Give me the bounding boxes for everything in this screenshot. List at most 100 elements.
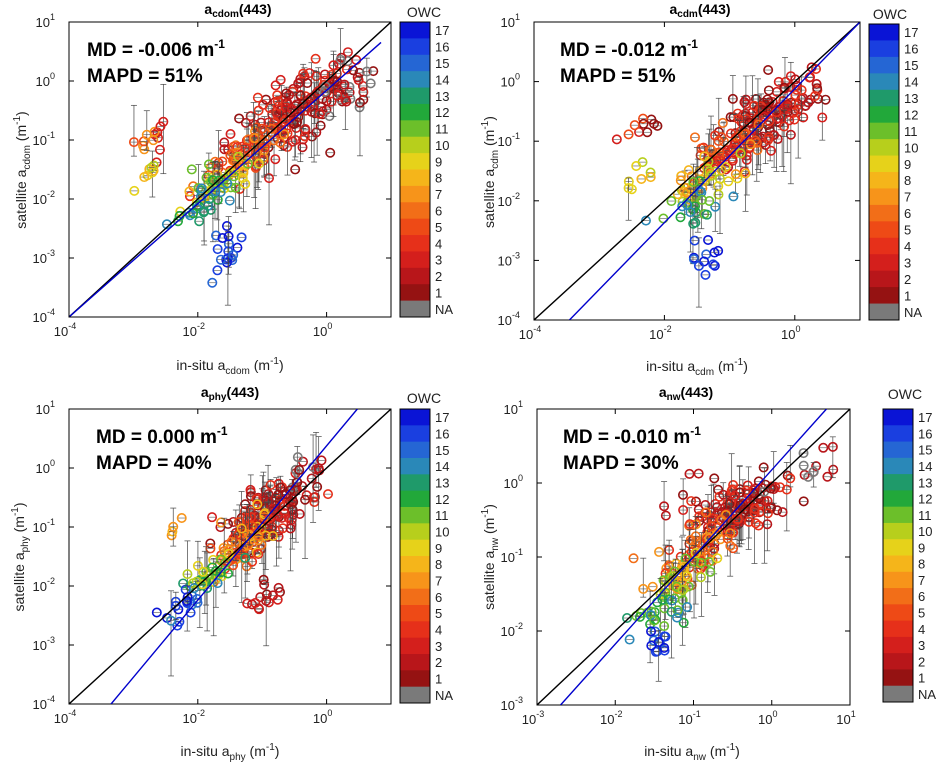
colorbar-swatch xyxy=(883,685,913,703)
scatter-point xyxy=(240,117,251,128)
colorbar-label: 7 xyxy=(904,190,911,205)
scatter-point xyxy=(293,78,304,89)
colorbar-swatch xyxy=(400,103,430,121)
scatter-point xyxy=(147,167,158,178)
scatter-point xyxy=(300,123,311,134)
colorbar-swatch xyxy=(883,653,913,670)
scatter-point xyxy=(744,117,755,128)
scatter-point xyxy=(762,508,773,519)
scatter-point xyxy=(256,123,267,134)
colorbar-label: 4 xyxy=(435,236,442,251)
colorbar-swatch xyxy=(400,441,430,459)
scatter-point xyxy=(128,137,139,148)
colorbar-label: 9 xyxy=(435,154,442,169)
scatter-point xyxy=(677,595,688,606)
scatter-point xyxy=(820,94,831,105)
colorbar-swatch xyxy=(869,188,899,206)
scatter-point xyxy=(326,69,337,80)
scatter-point xyxy=(706,170,717,181)
scatter-point xyxy=(808,466,819,477)
scatter-point xyxy=(716,165,727,176)
y-tick-label: 10-2 xyxy=(498,191,520,209)
scatter-point xyxy=(725,528,736,539)
scatter-point xyxy=(217,233,228,244)
scatter-point xyxy=(715,534,726,545)
colorbar-swatch xyxy=(883,620,913,638)
colorbar-swatch xyxy=(869,89,899,107)
scatter-point xyxy=(166,615,177,626)
scatter-point xyxy=(809,91,820,102)
scatter-point xyxy=(675,175,686,186)
colorbar-swatch xyxy=(400,458,430,475)
scatter-point xyxy=(192,597,203,608)
scatter-point xyxy=(305,93,316,104)
scatter-point xyxy=(696,194,707,205)
colorbar-swatch xyxy=(400,637,430,655)
scatter-point xyxy=(629,120,640,131)
colorbar-swatch xyxy=(883,604,913,622)
mapd-stat: MAPD = 51% xyxy=(87,66,203,87)
x-tick-label: 100 xyxy=(313,708,332,726)
scatter-point xyxy=(290,164,301,175)
scatter-point xyxy=(311,127,322,138)
scatter-point xyxy=(706,144,717,155)
scatter-point xyxy=(139,172,150,183)
colorbar-label: 11 xyxy=(904,124,918,139)
y-tick-label: 10-2 xyxy=(33,189,55,207)
x-tick-label: 10-2 xyxy=(183,708,205,726)
colorbar-label: 2 xyxy=(904,272,911,287)
scatter-point xyxy=(261,595,272,606)
md-stat: MD = 0.000 m-1 xyxy=(96,424,228,448)
scatter-point xyxy=(341,96,352,107)
scatter-point xyxy=(676,185,687,196)
scatter-point xyxy=(292,452,303,463)
scatter-point xyxy=(178,578,189,589)
scatter-point xyxy=(666,606,677,617)
colorbar-swatch xyxy=(883,571,913,589)
scatter-point xyxy=(242,513,253,524)
scatter-point xyxy=(688,176,699,187)
x-tick-label: 10-4 xyxy=(54,321,76,339)
colorbar-label: NA xyxy=(918,687,936,702)
colorbar-label: 16 xyxy=(904,42,918,57)
x-tick-label: 10-4 xyxy=(54,708,76,726)
scatter-point xyxy=(782,99,793,110)
colorbar-swatch xyxy=(400,136,430,154)
scatter-point xyxy=(253,105,264,116)
x-tick-label: 10-1 xyxy=(678,709,700,727)
scatter-point xyxy=(326,79,337,90)
scatter-point xyxy=(713,484,724,495)
scatter-point xyxy=(129,185,140,196)
scatter-point xyxy=(207,512,218,523)
scatter-point xyxy=(335,54,346,65)
scatter-point xyxy=(677,585,688,596)
scatter-point xyxy=(279,508,290,519)
scatter-point xyxy=(790,74,801,85)
colorbar-swatch xyxy=(869,139,899,157)
colorbar-swatch xyxy=(400,300,430,318)
colorbar-swatch xyxy=(400,169,430,187)
scatter-point xyxy=(739,504,750,515)
scatter-point xyxy=(184,191,195,202)
scatter-point xyxy=(696,557,707,568)
scatter-point xyxy=(287,136,298,147)
scatter-point xyxy=(659,501,670,512)
colorbar-label: 12 xyxy=(435,492,449,507)
scatter-point xyxy=(155,121,166,132)
x-tick-label: 10-2 xyxy=(183,321,205,339)
scatter-point xyxy=(796,85,807,96)
colorbar-swatch xyxy=(869,172,899,189)
scatter-point xyxy=(818,442,829,453)
regression-line xyxy=(69,41,382,317)
panel-acdom: acdom(443) 10-4 10-2 10010-410-310-210-110… xyxy=(12,1,392,377)
colorbar-label: NA xyxy=(435,688,453,703)
scatter-point xyxy=(236,523,247,534)
scatter-point xyxy=(234,113,245,124)
panel-title: anw(443) xyxy=(659,384,713,403)
colorbar-frame xyxy=(399,21,431,318)
scatter-point xyxy=(645,172,656,183)
scatter-point xyxy=(252,499,263,510)
scatter-point xyxy=(237,172,248,183)
colorbar-swatch xyxy=(883,474,913,491)
